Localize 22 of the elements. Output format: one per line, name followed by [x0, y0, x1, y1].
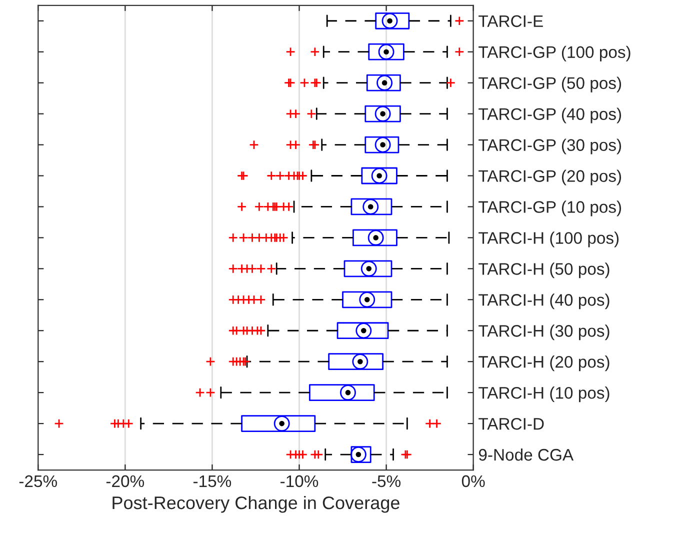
x-tick-label: -10%	[280, 475, 318, 488]
x-tick-label: -20%	[106, 475, 144, 488]
x-tick-label: -5%	[372, 475, 401, 488]
y-tick-label: TARCI-GP (50 pos)	[478, 76, 622, 92]
y-tick-label: TARCI-H (20 pos)	[478, 356, 610, 372]
y-tick-label: TARCI-H (10 pos)	[478, 386, 610, 402]
y-tick-label: TARCI-H (40 pos)	[478, 294, 610, 310]
y-tick-label: TARCI-H (30 pos)	[478, 324, 610, 340]
y-tick-label: 9-Node CGA	[478, 448, 574, 461]
y-tick-label: TARCI-H (50 pos)	[478, 262, 610, 278]
x-axis-title: Post-Recovery Change in Coverage	[112, 496, 400, 513]
y-tick-label: TARCI-GP (40 pos)	[478, 108, 622, 124]
x-tick-label: -25%	[19, 475, 57, 488]
x-tick-label: -15%	[193, 475, 232, 488]
y-tick-label: TARCI-GP (20 pos)	[478, 170, 622, 186]
y-tick-label: TARCI-H (100 pos)	[478, 232, 619, 248]
x-tick-label: 0%	[462, 475, 485, 488]
y-tick-label: TARCI-D	[478, 418, 544, 430]
y-tick-label: TARCI-GP (30 pos)	[478, 138, 622, 154]
y-tick-label: TARCI-GP (10 pos)	[478, 200, 622, 216]
y-tick-label: TARCI-E	[478, 15, 543, 28]
y-tick-label: TARCI-GP (100 pos)	[478, 46, 630, 62]
